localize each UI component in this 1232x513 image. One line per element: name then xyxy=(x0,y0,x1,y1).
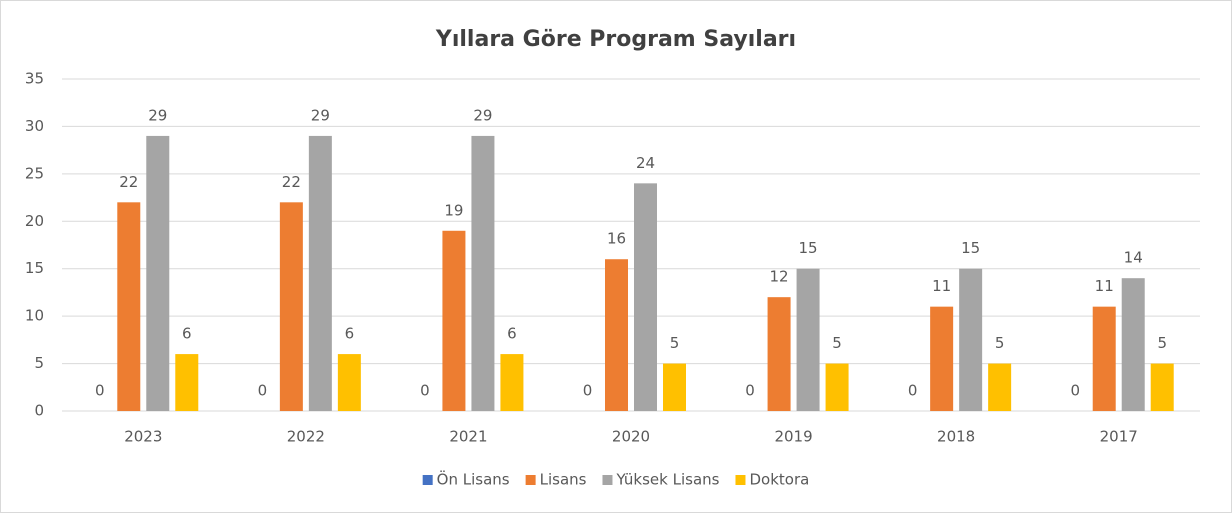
bar xyxy=(988,363,1012,411)
legend-label: Doktora xyxy=(749,471,809,489)
bar xyxy=(308,135,332,411)
legend-label: Lisans xyxy=(540,471,587,489)
bar xyxy=(337,354,361,411)
data-label: 0 xyxy=(95,382,105,400)
data-label: 15 xyxy=(961,239,980,257)
legend-label: Ön Lisans xyxy=(437,470,510,489)
bar xyxy=(500,354,524,411)
bar xyxy=(1092,306,1116,411)
data-label: 0 xyxy=(420,382,430,400)
data-label: 12 xyxy=(770,268,789,286)
bar xyxy=(442,230,466,411)
bar xyxy=(279,202,303,411)
bar xyxy=(1150,363,1174,411)
legend-swatch xyxy=(735,475,746,485)
bar xyxy=(930,306,954,411)
x-tick-label: 2022 xyxy=(287,428,325,446)
data-label: 6 xyxy=(182,325,192,343)
bar xyxy=(1121,278,1145,411)
y-tick-label: 0 xyxy=(34,402,44,420)
bar xyxy=(146,135,170,411)
data-label: 22 xyxy=(282,173,301,191)
bar xyxy=(796,268,820,411)
data-label: 5 xyxy=(670,334,680,352)
y-tick-label: 20 xyxy=(25,212,44,230)
bar xyxy=(175,354,199,411)
legend-swatch xyxy=(602,475,613,485)
bar xyxy=(605,259,628,411)
data-label: 11 xyxy=(1095,277,1114,295)
bar xyxy=(634,183,657,411)
data-label: 6 xyxy=(345,325,355,343)
y-tick-label: 30 xyxy=(25,117,44,135)
data-label: 24 xyxy=(636,154,655,172)
legend-swatch xyxy=(422,475,433,485)
bar xyxy=(663,363,686,411)
x-tick-label: 2017 xyxy=(1100,428,1138,446)
data-label: 16 xyxy=(607,230,626,248)
data-label: 29 xyxy=(311,106,330,124)
x-tick-label: 2019 xyxy=(774,428,812,446)
data-label: 0 xyxy=(745,382,755,400)
data-label: 15 xyxy=(799,239,818,257)
y-tick-label: 15 xyxy=(25,259,44,277)
data-label: 19 xyxy=(444,201,463,219)
data-label: 5 xyxy=(1157,334,1167,352)
data-label: 0 xyxy=(583,382,593,400)
y-tick-label: 5 xyxy=(34,354,44,372)
bar xyxy=(959,268,983,411)
data-label: 5 xyxy=(832,334,842,352)
x-tick-label: 2020 xyxy=(612,428,650,446)
x-tick-label: 2018 xyxy=(937,428,975,446)
bar xyxy=(471,135,495,411)
data-label: 22 xyxy=(119,173,138,191)
y-tick-label: 10 xyxy=(25,307,44,325)
data-label: 29 xyxy=(148,106,167,124)
bar xyxy=(767,297,791,411)
legend-swatch xyxy=(525,475,536,485)
chart-title: Yıllara Göre Program Sayıları xyxy=(435,27,796,52)
y-tick-label: 25 xyxy=(25,164,44,182)
data-label: 29 xyxy=(473,106,492,124)
data-label: 0 xyxy=(908,382,918,400)
data-label: 14 xyxy=(1124,249,1143,267)
data-label: 6 xyxy=(507,325,517,343)
data-label: 11 xyxy=(932,277,951,295)
bar xyxy=(825,363,849,411)
legend-label: Yüksek Lisans xyxy=(615,471,719,489)
y-tick-label: 35 xyxy=(25,70,44,88)
data-label: 0 xyxy=(258,382,268,400)
bar xyxy=(117,202,141,411)
data-label: 0 xyxy=(1070,382,1080,400)
data-label: 5 xyxy=(995,334,1005,352)
x-tick-label: 2021 xyxy=(449,428,487,446)
x-tick-label: 2023 xyxy=(124,428,162,446)
